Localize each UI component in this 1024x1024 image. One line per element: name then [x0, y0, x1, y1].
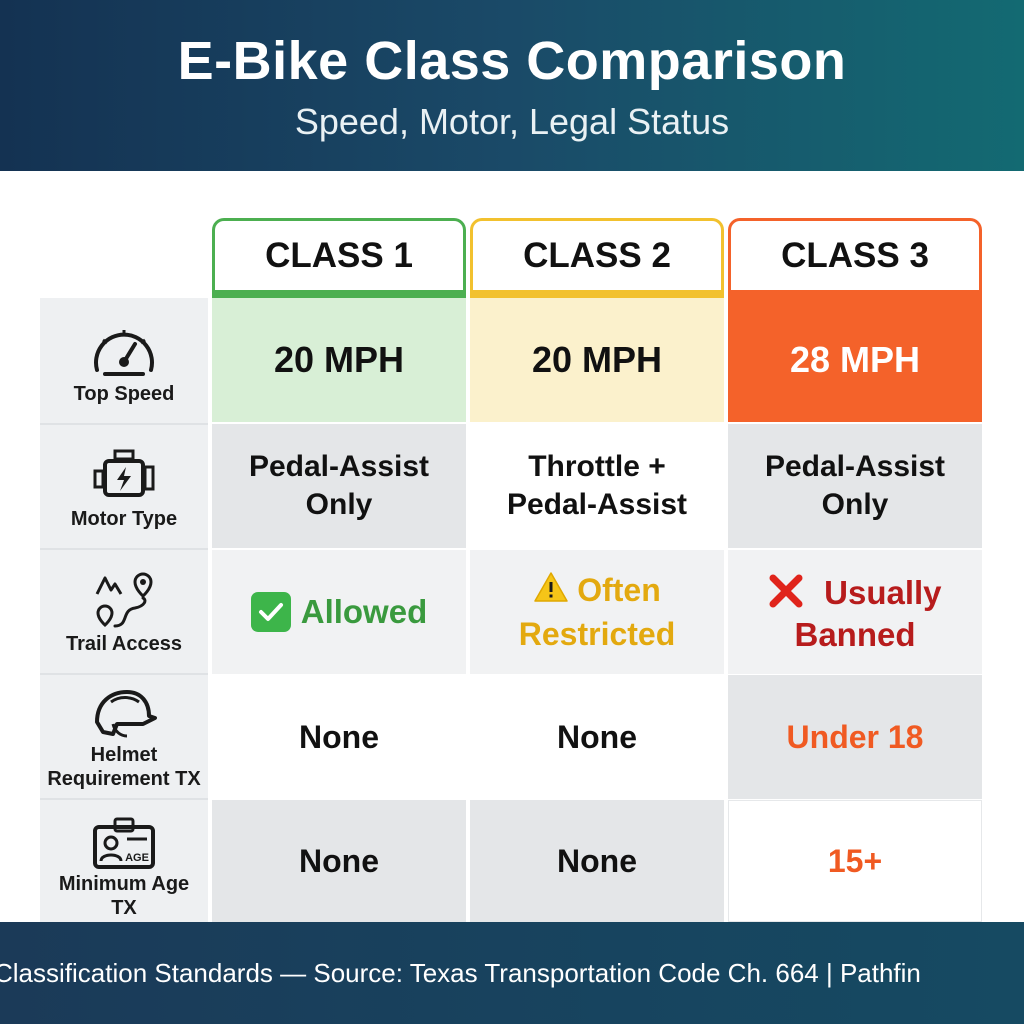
row-label-text: TX — [111, 897, 137, 919]
cell-class3-top-speed: 28 MPH — [728, 298, 982, 422]
cell-class2-trail-access: Often Restricted — [470, 550, 724, 674]
cell-class2-min-age: None — [470, 800, 724, 922]
cell-class2-motor-type: Throttle + Pedal-Assist — [470, 424, 724, 548]
row-label-text: Motor Type — [70, 508, 178, 530]
header-banner: E-Bike Class Comparison Speed, Motor, Le… — [0, 0, 1024, 171]
row-label-text: Top Speed — [73, 383, 175, 405]
cell-line: Banned — [794, 615, 916, 653]
cell-class3-motor-type: Pedal-Assist Only — [728, 424, 982, 548]
footer-bar: Classification Standards — Source: Texas… — [0, 922, 1024, 1024]
footer-source-text: Classification Standards — Source: Texas… — [0, 957, 921, 988]
cell-line: Only — [305, 488, 373, 521]
cell-line: Pedal-Assist — [764, 450, 946, 483]
cell-line: Often — [577, 571, 661, 608]
warning-icon — [533, 571, 569, 613]
column-header-class-2: CLASS 2 — [470, 218, 724, 298]
row-label-minimum-age: AGE Minimum Age TX — [40, 800, 208, 924]
checkmark-icon — [250, 592, 291, 632]
cell-line: Throttle + — [528, 450, 666, 483]
row-divider — [40, 798, 208, 800]
cell-class3-helmet: Under 18 — [728, 675, 982, 799]
engine-icon — [89, 445, 159, 507]
row-label-helmet-requirement: Helmet Requirement TX — [40, 675, 208, 799]
column-header-class-1: CLASS 1 — [212, 218, 466, 298]
cell-class3-min-age: 15+ — [728, 800, 982, 922]
cross-icon — [768, 566, 816, 613]
column-header-class-3: CLASS 3 — [728, 218, 982, 298]
cell-class1-top-speed: 20 MPH — [212, 298, 466, 422]
cell-class1-min-age: None — [212, 800, 466, 922]
helmet-icon — [89, 687, 159, 743]
row-label-text: Requirement TX — [47, 768, 201, 790]
cell-line: Pedal-Assist — [506, 488, 688, 521]
age-icon-text: AGE — [125, 852, 149, 864]
row-divider — [40, 423, 208, 425]
row-divider — [40, 673, 208, 675]
cell-line: Usually — [824, 573, 942, 611]
speedometer-icon — [89, 320, 159, 382]
cell-line: Pedal-Assist — [248, 450, 430, 483]
cell-text: Allowed — [300, 593, 428, 630]
cell-class1-motor-type: Pedal-Assist Only — [212, 424, 466, 548]
cell-line: Restricted — [518, 616, 676, 653]
row-label-text: Helmet — [90, 744, 158, 766]
row-label-motor-type: Motor Type — [40, 425, 208, 549]
cell-class3-trail-access: Usually Banned — [728, 550, 982, 674]
row-label-text: Trail Access — [65, 633, 182, 655]
row-label-trail-access: Trail Access — [40, 550, 208, 674]
row-label-text: Minimum Age — [58, 873, 190, 895]
cell-class2-top-speed: 20 MPH — [470, 298, 724, 422]
trail-map-icon — [89, 570, 159, 632]
cell-class1-helmet: None — [212, 675, 466, 799]
cell-class2-helmet: None — [470, 675, 724, 799]
cell-line: Only — [821, 488, 889, 521]
age-id-icon: AGE — [89, 816, 159, 872]
row-divider — [40, 548, 208, 550]
row-label-top-speed: Top Speed — [40, 300, 208, 424]
page-subtitle: Speed, Motor, Legal Status — [294, 101, 730, 142]
cell-class1-trail-access: Allowed — [212, 550, 466, 674]
page-title: E-Bike Class Comparison — [177, 31, 847, 91]
